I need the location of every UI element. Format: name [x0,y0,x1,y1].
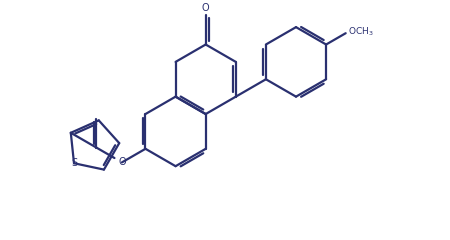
Text: O: O [202,3,210,12]
Text: OCH$_3$: OCH$_3$ [348,26,374,38]
Text: O: O [118,157,126,167]
Text: S: S [71,158,77,168]
